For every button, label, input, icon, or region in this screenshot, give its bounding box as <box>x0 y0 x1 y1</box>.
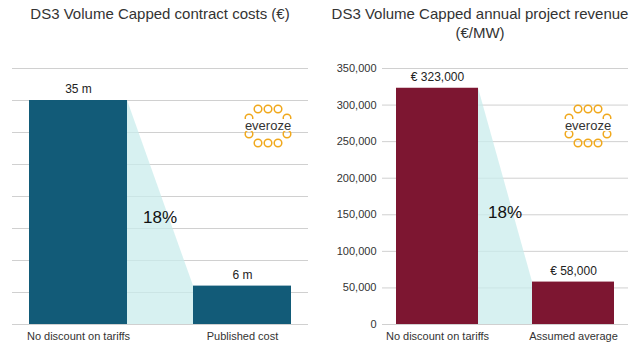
svg-text:350,000: 350,000 <box>337 62 377 74</box>
svg-text:50,000: 50,000 <box>343 281 377 293</box>
svg-text:100,000: 100,000 <box>337 245 377 257</box>
svg-text:0: 0 <box>370 318 376 330</box>
svg-text:No discount on tariffs: No discount on tariffs <box>386 330 490 342</box>
svg-text:18%: 18% <box>143 208 177 227</box>
svg-text:150,000: 150,000 <box>337 208 377 220</box>
svg-text:300,000: 300,000 <box>337 99 377 111</box>
svg-text:250,000: 250,000 <box>337 135 377 147</box>
html-text:DS3 Volume Capped annual proje: DS3 Volume Capped annual project revenue… <box>331 5 629 41</box>
svg-text:6 m: 6 m <box>232 268 252 282</box>
svg-text:Assumed average: Assumed average <box>529 330 618 342</box>
svg-text:everoze: everoze <box>565 118 611 133</box>
svg-text:No discount on tariffs: No discount on tariffs <box>27 330 131 342</box>
svg-text:€ 58,000: € 58,000 <box>550 264 597 278</box>
html-text:DS3 Volume Capped contract cos: DS3 Volume Capped contract costs (€) <box>30 5 290 22</box>
svg-text:€ 323,000: € 323,000 <box>411 70 465 84</box>
svg-text:Published cost: Published cost <box>207 330 279 342</box>
svg-text:35 m: 35 m <box>65 82 92 96</box>
svg-text:everoze: everoze <box>245 118 291 133</box>
svg-text:200,000: 200,000 <box>337 172 377 184</box>
svg-text:18%: 18% <box>488 203 522 222</box>
